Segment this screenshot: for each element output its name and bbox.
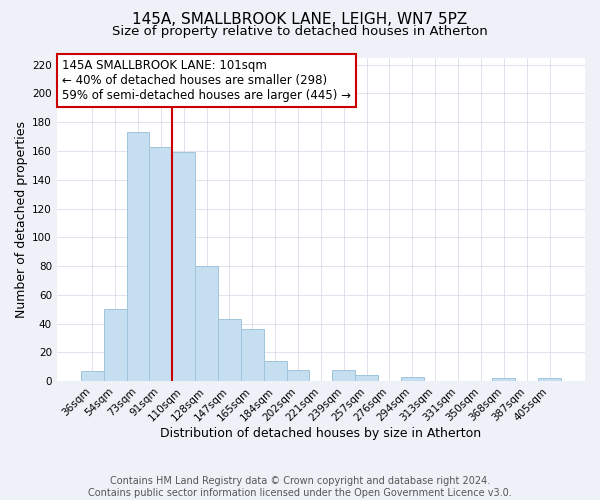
Bar [538,378,561,381]
Bar [287,370,310,381]
Bar [172,152,195,381]
Bar [355,376,378,381]
Bar [493,378,515,381]
Text: 145A SMALLBROOK LANE: 101sqm
← 40% of detached houses are smaller (298)
59% of s: 145A SMALLBROOK LANE: 101sqm ← 40% of de… [62,59,351,102]
Bar [401,377,424,381]
Bar [332,370,355,381]
Bar [104,309,127,381]
Bar [195,266,218,381]
Bar [127,132,149,381]
Bar [149,146,172,381]
Text: Contains HM Land Registry data © Crown copyright and database right 2024.
Contai: Contains HM Land Registry data © Crown c… [88,476,512,498]
Text: Size of property relative to detached houses in Atherton: Size of property relative to detached ho… [112,25,488,38]
X-axis label: Distribution of detached houses by size in Atherton: Distribution of detached houses by size … [160,427,481,440]
Text: 145A, SMALLBROOK LANE, LEIGH, WN7 5PZ: 145A, SMALLBROOK LANE, LEIGH, WN7 5PZ [133,12,467,28]
Bar [241,330,264,381]
Bar [218,320,241,381]
Bar [264,361,287,381]
Bar [81,371,104,381]
Y-axis label: Number of detached properties: Number of detached properties [15,121,28,318]
